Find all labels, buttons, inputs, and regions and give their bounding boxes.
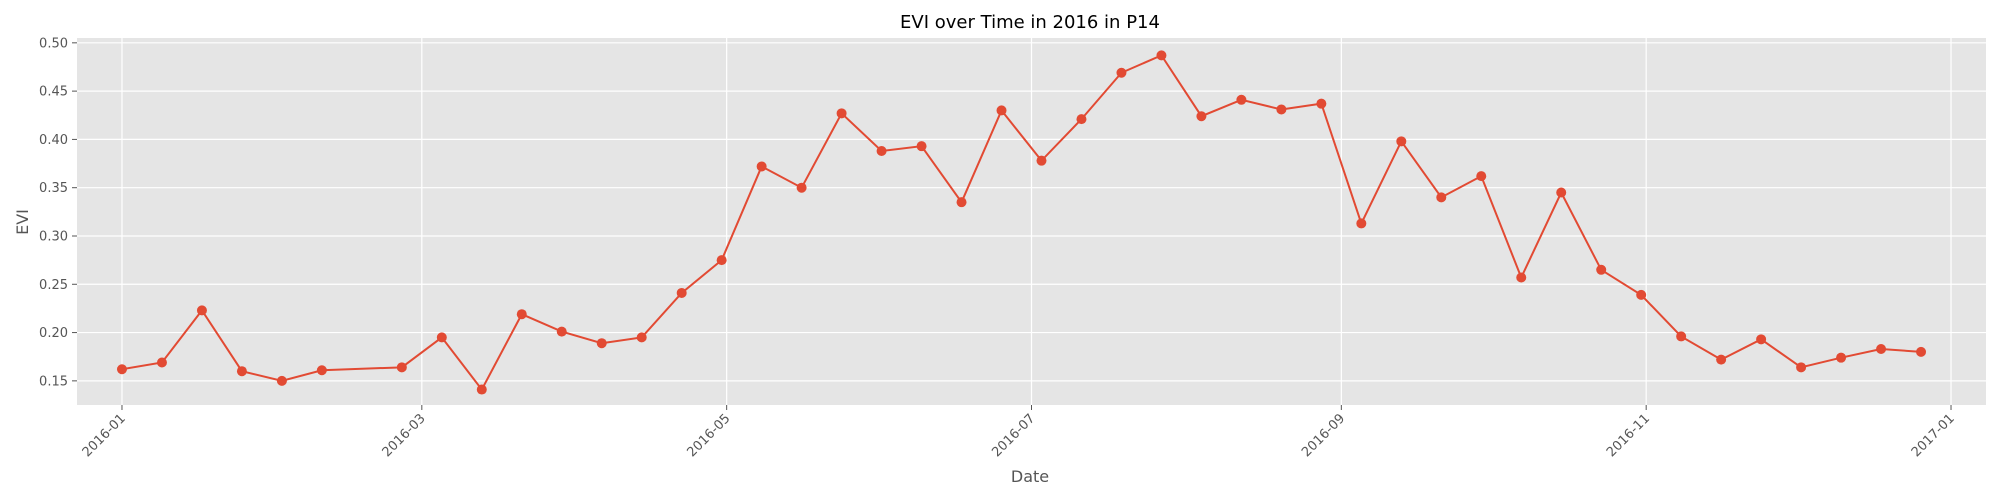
data-point — [636, 332, 647, 343]
data-point — [1396, 136, 1407, 147]
chart-title: EVI over Time in 2016 in P14 — [900, 12, 1160, 33]
data-point — [196, 305, 207, 316]
data-point — [676, 287, 687, 298]
data-point — [1516, 272, 1527, 283]
data-point — [1356, 218, 1367, 229]
data-point — [156, 357, 167, 368]
x-tick-label: 2017-01 — [1909, 411, 1958, 460]
y-axis-label: EVI — [13, 209, 32, 235]
data-point — [996, 105, 1007, 116]
data-point — [1156, 50, 1167, 61]
series-markers — [116, 50, 1927, 395]
x-axis-ticks: 2016-01 2016-03 2016-05 2016-07 2016-09 2016-… — [80, 405, 1958, 460]
data-point — [1676, 331, 1687, 342]
data-point — [596, 338, 607, 349]
data-point — [236, 366, 247, 377]
x-axis-label: Date — [1011, 467, 1049, 486]
y-tick-label: 0.15 — [39, 374, 68, 389]
data-point — [1236, 94, 1247, 105]
x-tick-label: 2016-11 — [1604, 411, 1653, 460]
data-point — [1436, 192, 1447, 203]
data-point — [1876, 343, 1887, 354]
data-point — [516, 309, 527, 320]
data-point — [796, 182, 807, 193]
data-point — [396, 362, 407, 373]
data-point — [1756, 334, 1767, 345]
data-point — [1596, 264, 1607, 275]
data-point — [1916, 346, 1927, 357]
data-point — [116, 364, 127, 375]
x-tick-label: 2016-03 — [380, 411, 429, 460]
data-point — [1476, 171, 1487, 182]
data-point — [1636, 289, 1647, 300]
data-point — [916, 141, 927, 152]
data-point — [556, 326, 567, 337]
data-point — [756, 161, 767, 172]
data-point — [1836, 352, 1847, 363]
grid-lines — [77, 38, 1986, 405]
y-tick-label: 0.50 — [39, 36, 68, 51]
data-point — [1556, 187, 1567, 198]
data-point — [956, 197, 967, 208]
data-point — [836, 108, 847, 119]
y-tick-label: 0.20 — [39, 326, 68, 341]
data-point — [1316, 98, 1327, 109]
y-tick-label: 0.35 — [39, 181, 68, 196]
y-tick-label: 0.40 — [39, 133, 68, 148]
x-tick-label: 2016-01 — [80, 411, 129, 460]
data-point — [1196, 111, 1207, 122]
y-axis-ticks: 0.15 0.20 0.25 0.30 0.35 0.40 0.45 0.50 — [39, 36, 77, 389]
y-tick-label: 0.45 — [39, 85, 68, 100]
data-point — [276, 375, 287, 386]
data-point — [1716, 354, 1727, 365]
data-point — [716, 255, 727, 266]
x-tick-label: 2016-07 — [989, 411, 1038, 460]
y-tick-label: 0.25 — [39, 278, 68, 293]
data-point — [1116, 67, 1127, 78]
y-tick-label: 0.30 — [39, 229, 68, 244]
data-point — [1076, 114, 1087, 125]
data-point — [476, 384, 487, 395]
data-point — [1276, 104, 1287, 115]
x-tick-label: 2016-05 — [684, 411, 733, 460]
data-point — [1796, 362, 1807, 373]
data-point — [876, 145, 887, 156]
data-point — [1036, 155, 1047, 166]
data-point — [436, 332, 447, 343]
x-tick-label: 2016-09 — [1299, 411, 1348, 460]
data-point — [316, 365, 327, 376]
